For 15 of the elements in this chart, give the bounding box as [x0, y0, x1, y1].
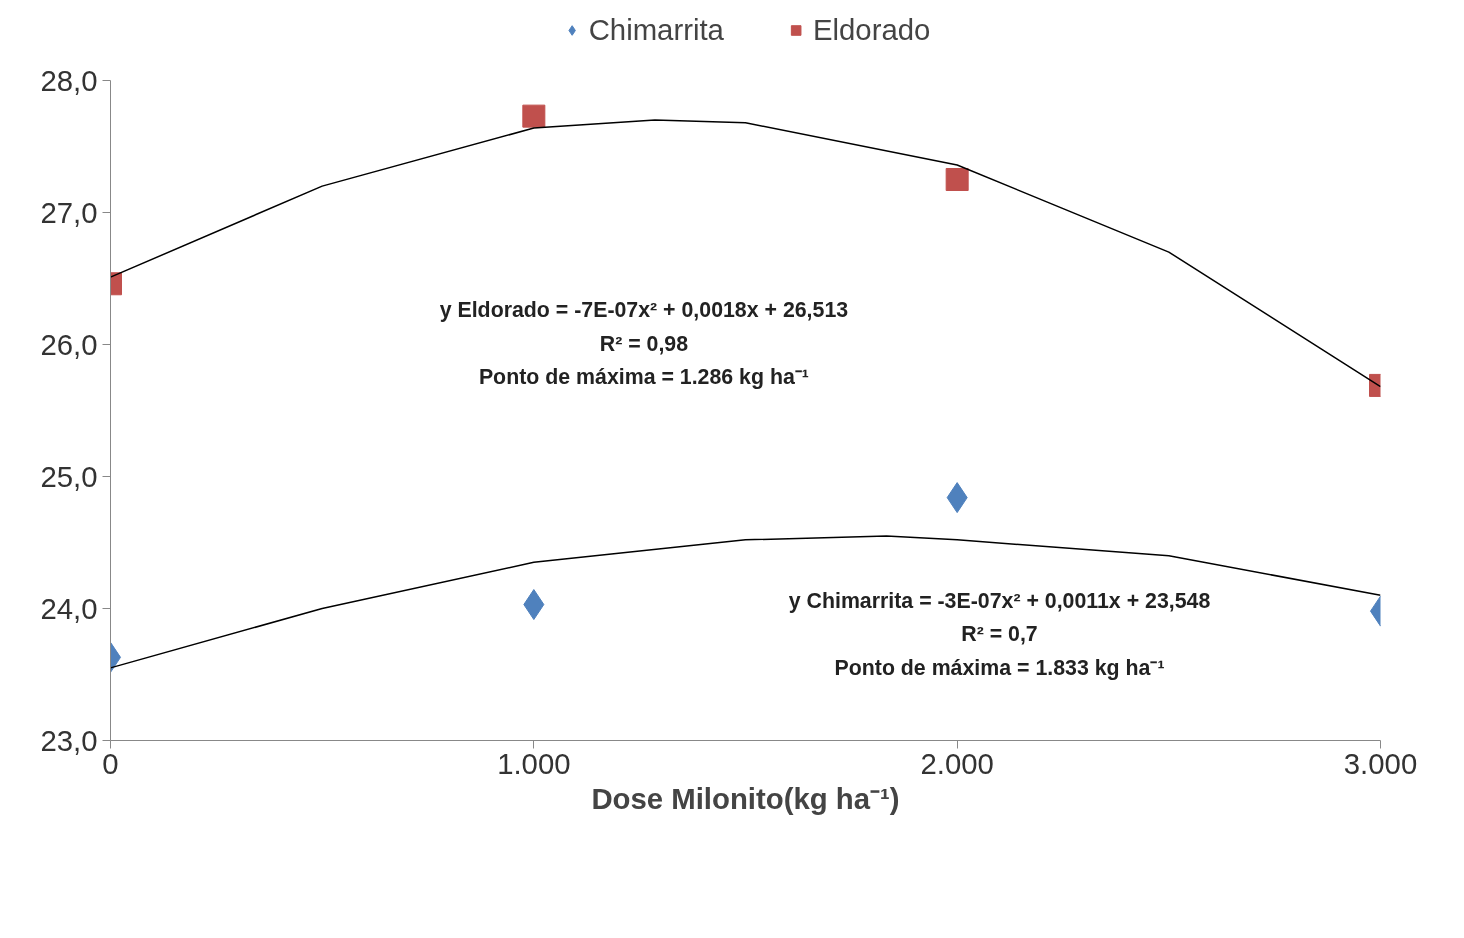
x-tick-label: 2.000 [920, 746, 994, 780]
annotation: y Chimarrita = -3E-07x² + 0,0011x + 23,548 R² = 0,7 Ponto de máxima = 1.833 kg ha⁻¹ [788, 588, 1211, 680]
x-tick-label: 0 [102, 746, 119, 780]
annotation: y Eldorado = -7E-07x² + 0,0018x + 26,513 R² = 0,98 Ponto de máxima = 1.286 kg ha⁻¹ [439, 298, 849, 390]
y-tick-label: 24,0 [40, 591, 98, 625]
y-tick-label: 25,0 [40, 459, 98, 493]
x-tick-label: 1.000 [497, 746, 571, 780]
y-tick-label: 27,0 [40, 195, 98, 229]
x-tick-label: 3.000 [1343, 746, 1418, 780]
y-tick-label: 26,0 [40, 327, 98, 361]
x-axis-title: Dose Milonito(kg ha⁻¹) [591, 781, 900, 815]
legend-label: Eldorado [812, 13, 931, 47]
y-tick-label: 23,0 [40, 723, 98, 757]
legend-label: Chimarrita [588, 13, 724, 47]
y-tick-label: 28,0 [40, 63, 98, 97]
